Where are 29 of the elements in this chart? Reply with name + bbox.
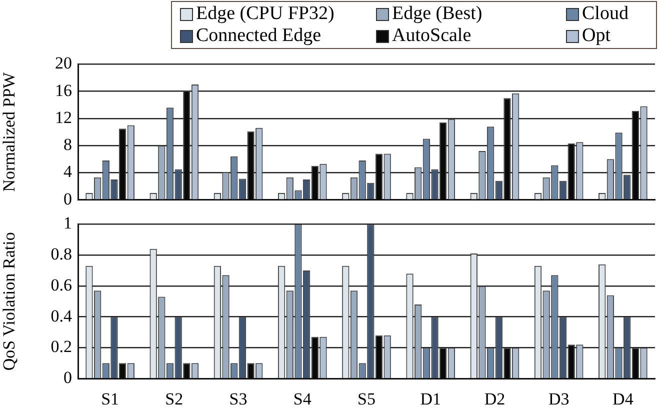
y-tick-label: 16 xyxy=(55,80,72,100)
y-tick-label: 0.4 xyxy=(50,306,72,326)
x-tick-label: S3 xyxy=(229,389,248,408)
legend-label: Opt xyxy=(582,25,610,47)
y-tick-label: 0.6 xyxy=(50,275,72,294)
y-tick-label: 12 xyxy=(55,108,72,127)
y-tick-label: 4 xyxy=(64,162,72,182)
y-axis-title: Normalized PPW xyxy=(0,71,19,192)
y-tick-label: 0.2 xyxy=(50,337,72,356)
x-tick-label: S4 xyxy=(293,389,312,408)
y-axis-title: QoS Violation Ratio xyxy=(0,232,19,371)
x-tick-label: D4 xyxy=(612,389,634,408)
y-tick-label: 0 xyxy=(64,368,72,388)
y-tick-label: 0.8 xyxy=(50,244,72,264)
x-tick-label: D3 xyxy=(548,389,570,408)
x-tick-label: S2 xyxy=(165,389,184,408)
y-tick-label: 1 xyxy=(64,214,72,233)
y-tick-label: 20 xyxy=(55,54,72,73)
legend-label: Cloud xyxy=(582,3,628,25)
x-tick-label: S1 xyxy=(101,389,120,408)
x-tick-label: D2 xyxy=(484,389,506,408)
x-tick-label: S5 xyxy=(358,389,376,408)
y-tick-label: 8 xyxy=(64,135,72,154)
legend-label: AutoScale xyxy=(392,25,472,47)
legend-label: Edge (Best) xyxy=(392,3,482,25)
legend-label: Edge (CPU FP32) xyxy=(196,3,334,25)
x-tick-label: D1 xyxy=(420,389,441,408)
legend-label: Connected Edge xyxy=(196,25,322,47)
y-tick-label: 0 xyxy=(64,189,72,208)
